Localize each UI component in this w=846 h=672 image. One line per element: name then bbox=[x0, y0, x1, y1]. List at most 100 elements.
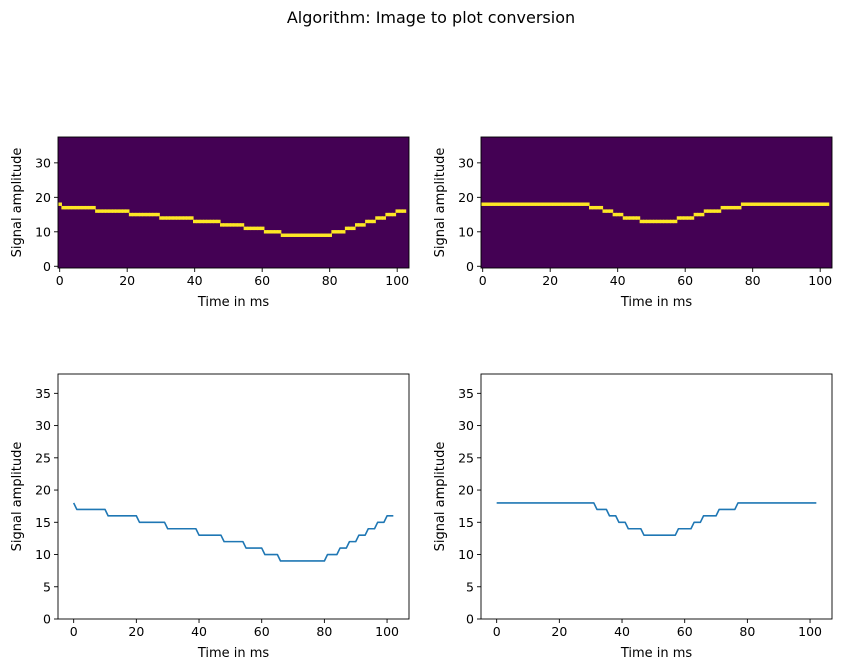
y-tick-label: 5 bbox=[43, 579, 51, 594]
signal-pixel bbox=[818, 202, 823, 206]
signal-pixel bbox=[541, 202, 546, 206]
y-tick-label: 10 bbox=[458, 547, 474, 562]
signal-pixel bbox=[307, 233, 312, 237]
signal-pixel bbox=[402, 209, 407, 213]
y-axis-label: Signal amplitude bbox=[433, 148, 448, 258]
signal-pixel bbox=[226, 223, 231, 227]
signal-pixel bbox=[142, 212, 147, 217]
x-tick-label: 20 bbox=[551, 624, 567, 639]
signal-pixel bbox=[656, 219, 661, 224]
signal-pixel bbox=[368, 219, 373, 224]
signal-pixel bbox=[798, 202, 803, 206]
signal-pixel bbox=[176, 216, 181, 220]
signal-pixel bbox=[128, 212, 133, 217]
signal-pixel bbox=[568, 202, 573, 206]
signal-pixel bbox=[636, 216, 641, 220]
signal-pixel bbox=[653, 219, 658, 224]
signal-pixel bbox=[382, 216, 386, 220]
signal-pixel bbox=[260, 226, 265, 231]
signal-pixel bbox=[304, 233, 309, 237]
signal-pixel bbox=[125, 209, 130, 213]
signal-pixel bbox=[78, 205, 83, 210]
y-axis-label: Signal amplitude bbox=[10, 148, 25, 258]
signal-pixel bbox=[81, 205, 86, 210]
signal-pixel bbox=[697, 212, 701, 217]
signal-pixel bbox=[700, 212, 705, 217]
x-tick-label: 60 bbox=[254, 273, 270, 288]
signal-pixel bbox=[166, 216, 170, 220]
signal-pixel bbox=[578, 202, 583, 206]
signal-pixel bbox=[794, 202, 799, 206]
x-tick-label: 100 bbox=[808, 273, 832, 288]
y-tick-label: 35 bbox=[35, 386, 51, 401]
signal-pixel bbox=[497, 202, 502, 206]
y-tick-label: 0 bbox=[466, 259, 474, 274]
signal-pixel bbox=[528, 202, 533, 206]
signal-pixel bbox=[602, 209, 607, 213]
signal-pixel bbox=[105, 209, 110, 213]
x-axis-label: Time in ms bbox=[620, 295, 693, 310]
y-tick-label: 35 bbox=[458, 386, 474, 401]
signal-pixel bbox=[203, 219, 208, 224]
signal-pixel bbox=[821, 202, 826, 206]
signal-pixel bbox=[683, 216, 688, 220]
signal-pixel bbox=[724, 205, 728, 210]
signal-pixel bbox=[193, 219, 197, 224]
signal-pixel bbox=[344, 226, 349, 231]
x-tick-label: 80 bbox=[745, 273, 761, 288]
signal-pixel bbox=[287, 233, 292, 237]
signal-pixel bbox=[240, 223, 245, 227]
signal-pixel bbox=[622, 216, 627, 220]
signal-pixel bbox=[643, 219, 647, 224]
signal-pixel bbox=[562, 202, 566, 206]
signal-pixel bbox=[290, 233, 295, 237]
signal-pixel bbox=[747, 202, 752, 206]
signal-pixel bbox=[646, 219, 651, 224]
signal-pixel bbox=[162, 216, 167, 220]
signal-pixel bbox=[659, 219, 664, 224]
x-tick-label: 0 bbox=[70, 624, 78, 639]
signal-pixel bbox=[680, 216, 685, 220]
y-tick-label: 20 bbox=[458, 483, 474, 498]
signal-pixel bbox=[338, 230, 343, 234]
signal-pixel bbox=[599, 205, 604, 210]
x-tick-label: 0 bbox=[479, 273, 487, 288]
signal-pixel bbox=[172, 216, 177, 220]
signal-pixel bbox=[717, 209, 722, 213]
signal-pixel bbox=[538, 202, 543, 206]
signal-pixel bbox=[649, 219, 654, 224]
signal-pixel bbox=[727, 205, 732, 210]
y-tick-label: 20 bbox=[458, 190, 474, 205]
signal-pixel bbox=[145, 212, 150, 217]
signal-pixel bbox=[243, 226, 248, 231]
image-background bbox=[58, 137, 409, 268]
signal-pixel bbox=[341, 230, 346, 234]
signal-pixel bbox=[494, 202, 499, 206]
signal-pixel bbox=[535, 202, 539, 206]
x-tick-label: 20 bbox=[128, 624, 144, 639]
signal-pixel bbox=[186, 216, 191, 220]
signal-pixel bbox=[385, 212, 390, 217]
x-tick-label: 60 bbox=[677, 624, 693, 639]
x-tick-label: 40 bbox=[610, 273, 626, 288]
signal-pixel bbox=[531, 202, 536, 206]
chart-panel-bottom-right: 0 20 40 60 80 100 0 5 10 15 20 25 30 35 Time in ms Sign… bbox=[433, 373, 833, 661]
signal-pixel bbox=[101, 209, 106, 213]
signal-pixel bbox=[764, 202, 769, 206]
signal-pixel bbox=[825, 202, 830, 206]
signal-pixel bbox=[132, 212, 137, 217]
plot-background bbox=[481, 374, 832, 619]
signal-pixel bbox=[375, 216, 380, 220]
x-tick-label: 100 bbox=[385, 273, 409, 288]
signal-pixel bbox=[348, 226, 353, 231]
chart-panel-top-right: 0 20 40 60 80 100 0 10 20 30 Time in ms Signal ampl… bbox=[433, 136, 833, 310]
y-tick-label: 30 bbox=[458, 418, 474, 433]
signal-pixel bbox=[686, 216, 691, 220]
signal-pixel bbox=[64, 205, 69, 210]
signal-pixel bbox=[616, 212, 620, 217]
signal-pixel bbox=[115, 209, 120, 213]
signal-pixel bbox=[284, 233, 289, 237]
signal-pixel bbox=[149, 212, 154, 217]
axes-frame bbox=[480, 373, 833, 620]
signal-pixel bbox=[663, 219, 668, 224]
